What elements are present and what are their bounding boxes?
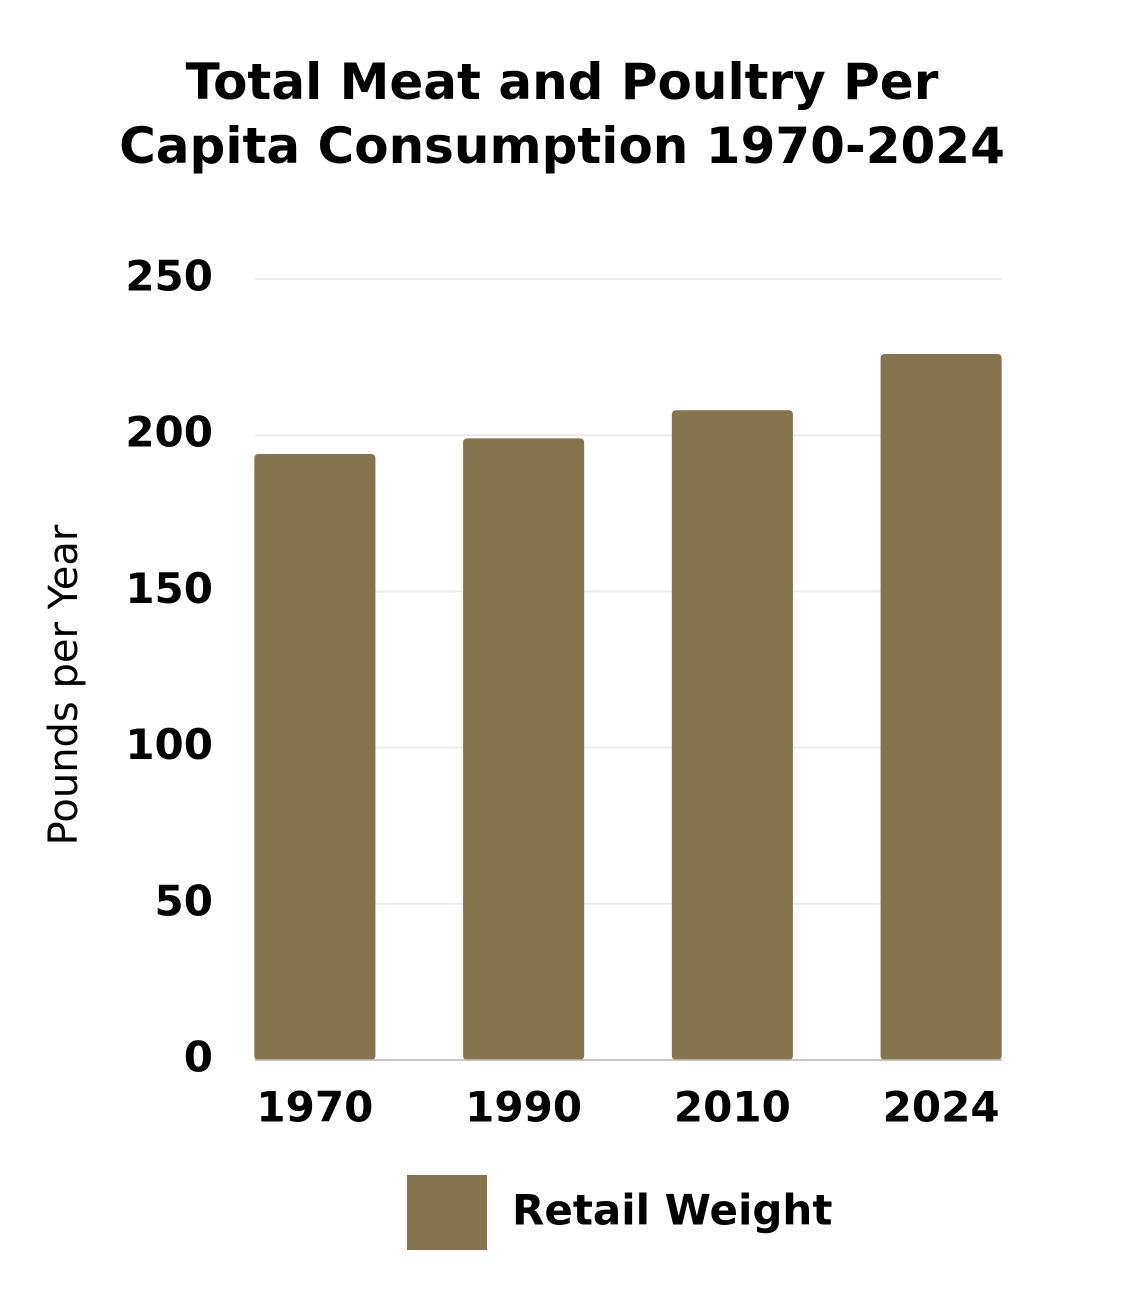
x-tick-label: 1990 bbox=[465, 1083, 582, 1132]
y-tick-label: 150 bbox=[125, 564, 213, 613]
y-tick-label: 0 bbox=[184, 1033, 213, 1082]
chart-title: Total Meat and Poultry Per Capita Consum… bbox=[119, 53, 1005, 175]
y-axis-label: Pounds per Year bbox=[41, 524, 87, 845]
x-tick-label: 2024 bbox=[883, 1083, 1000, 1132]
legend-swatch bbox=[407, 1175, 487, 1250]
bar bbox=[880, 353, 1002, 1060]
x-tick-label: 2010 bbox=[674, 1083, 791, 1132]
y-tick-label: 250 bbox=[125, 252, 213, 301]
y-tick-label: 50 bbox=[155, 876, 213, 925]
bar bbox=[463, 438, 585, 1061]
bar bbox=[671, 410, 793, 1060]
x-tick-label: 1970 bbox=[256, 1083, 373, 1132]
y-tick-label: 200 bbox=[125, 408, 213, 457]
bar bbox=[254, 453, 376, 1061]
y-tick-label: 100 bbox=[125, 720, 213, 769]
legend-label: Retail Weight bbox=[512, 1186, 832, 1235]
